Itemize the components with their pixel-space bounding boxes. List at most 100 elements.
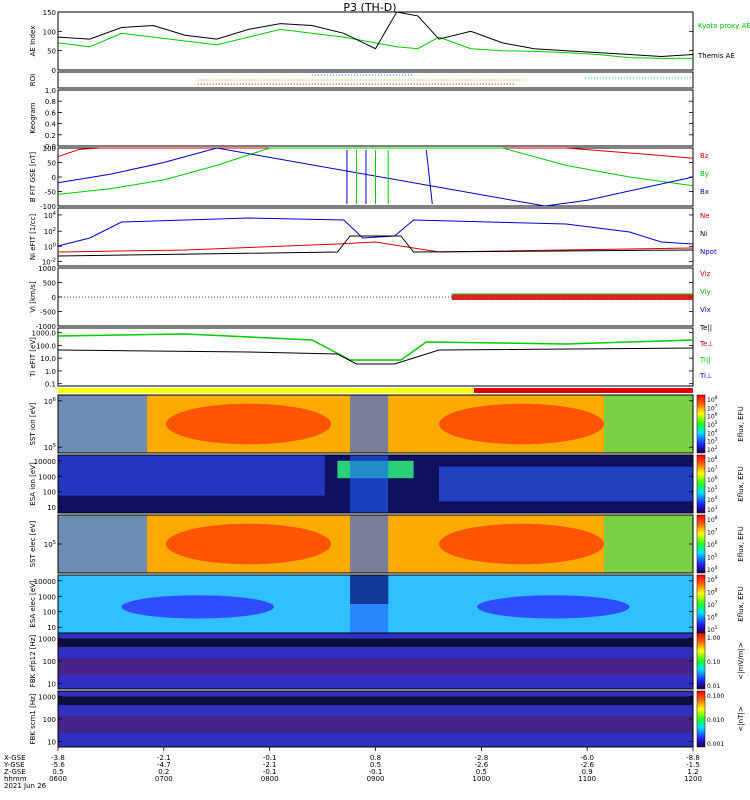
y-tick-label: 0.2 [45, 132, 56, 140]
ti-legend-Te||: Te|| [699, 324, 712, 332]
y-tick-label: 0.6 [45, 109, 57, 117]
tick-base: 10 [44, 398, 53, 406]
x-gse-value: -2.1 [157, 754, 171, 762]
y-tick-label: 0.1 [45, 381, 56, 389]
fbk_b-ylabel: FBK scm1 [Hz] [29, 693, 37, 744]
tick-base: 1.0 [45, 87, 56, 95]
tick-base: 10 [707, 627, 715, 634]
bfit-legend-Bx: Bx [700, 188, 709, 196]
sst_e-colorbar-tick: 106 [707, 540, 718, 549]
tick-exponent: 4 [715, 495, 718, 501]
sst_e-colorbar-tick: 105 [707, 553, 718, 562]
x-gse-value: -2.8 [474, 754, 488, 762]
mode-bar-slow [58, 388, 474, 393]
ni-legend-Ne: Ne [700, 212, 710, 220]
tick-exponent: 6 [715, 540, 718, 546]
tick-base: 10 [707, 405, 715, 412]
tick-base: 10 [707, 439, 715, 446]
y-tick-label: -50 [45, 189, 56, 197]
y-tick-label: 10 [47, 738, 56, 746]
ni-frame [57, 207, 694, 267]
time-axis: -3.8-5.60.50600-2.1-4.70.20700-0.1-2.1-0… [3, 747, 702, 790]
tick-base: 1.00 [707, 635, 721, 642]
esa_i-frame [57, 454, 694, 514]
y-tick-label: 100 [43, 609, 56, 617]
roi-ylabel: ROI [29, 74, 37, 86]
esa_i-colorbar-tick: 104 [707, 495, 718, 504]
y-tick-label: 150 [43, 9, 56, 17]
tick-exponent: 8 [715, 588, 718, 594]
y-tick-label: -500 [40, 309, 56, 317]
y-tick-label: 0 [52, 294, 56, 302]
vi-legend-Vix: Vix [700, 306, 711, 314]
time-tick-label: 1100 [578, 775, 596, 783]
sst_e-colorbar-tick: 108 [707, 515, 718, 524]
y-tick-label: 0 [52, 67, 56, 75]
tick-base: 10 [47, 738, 56, 746]
ti-legend-Te⊥: Te⊥ [699, 340, 714, 348]
y-tick-label: 500 [43, 280, 56, 288]
tick-base: 10 [707, 397, 715, 404]
axis-row-label: hhmm [4, 775, 27, 783]
z-gse-value: -0.1 [369, 768, 383, 776]
tick-base: 0 [52, 294, 56, 302]
tick-base: 10 [42, 258, 51, 266]
tick-base: 0.010 [707, 717, 724, 724]
tick-base: 10 [707, 602, 715, 609]
x-gse-value: 0.8 [370, 754, 381, 762]
sst_i-blob-right [439, 403, 605, 445]
z-gse-value: -0.1 [263, 768, 277, 776]
y-tick-label: 10.0 [40, 355, 56, 363]
keogram-frame [57, 89, 694, 147]
tick-base: 1.0 [45, 368, 56, 376]
bfit-ylabel: B FIT GSE [nT] [29, 152, 37, 203]
esa_e-colorbar-tick: 105 [707, 625, 718, 634]
x-gse-value: -8.8 [686, 754, 700, 762]
tick-base: 10 [707, 517, 715, 524]
fbk_e-colorbar-tick: 1.00 [707, 635, 721, 642]
time-tick-label: 1200 [684, 775, 702, 783]
tick-base: 10 [47, 504, 56, 512]
tick-base: 10 [707, 497, 715, 504]
fbk_b-colorbar-tick: 0.001 [707, 741, 724, 748]
tick-base: 10 [707, 467, 715, 474]
esa_e-colorbar-tick: 106 [707, 613, 718, 622]
tick-exponent: 3 [715, 437, 718, 443]
ae-series-1 [57, 11, 694, 58]
y-tick-label: 0.4 [45, 121, 57, 129]
fbk_e-ylabel: FBK efp12 [Hz] [29, 635, 37, 688]
sst_e-right-band [604, 515, 693, 573]
esa_e-colorbar [696, 574, 706, 634]
tick-base: 10 [707, 430, 715, 437]
sst_e-colorbar-tick: 107 [707, 528, 718, 537]
tick-exponent: 2 [715, 445, 718, 451]
tick-base: 10 [707, 530, 715, 537]
tick-exponent: 4 [53, 211, 57, 217]
fbk_e-colorbar-tick: 0.01 [707, 683, 721, 690]
tick-base: 10 [707, 422, 715, 429]
sst_i-colorbar [696, 394, 706, 454]
sst_e-center-strip [350, 515, 389, 573]
tick-base: 10 [707, 590, 715, 597]
tick-exponent: 6 [53, 397, 57, 403]
y-tick-label: 1000 [38, 694, 56, 702]
chart-title: P3 (TH-D) [343, 1, 396, 14]
tick-base: 1000 [38, 265, 56, 273]
tick-exponent: 5 [715, 625, 718, 631]
y-tick-label: 100 [43, 28, 56, 36]
ti-tepar-line [57, 347, 694, 365]
ni-legend-Npot: Npot [700, 248, 717, 256]
esa_i-ion-band-2 [439, 466, 693, 502]
y-tick-label: 10000 [34, 458, 56, 466]
fbk_e-colorbar [696, 632, 706, 690]
tick-exponent: 8 [715, 515, 718, 521]
bfit-series-1 [57, 147, 694, 195]
fbk_e-colorbar-label: <|mV/m|> [737, 642, 745, 679]
tick-exponent: 5 [715, 553, 718, 559]
vi-legend-Viy: Viy [700, 288, 711, 296]
esa_e-ylabel: ESA elec [eV] [29, 580, 37, 627]
tick-base: 1000.0 [32, 330, 57, 338]
fbk_b-band-top [58, 696, 693, 705]
tick-base: 500 [43, 280, 56, 288]
